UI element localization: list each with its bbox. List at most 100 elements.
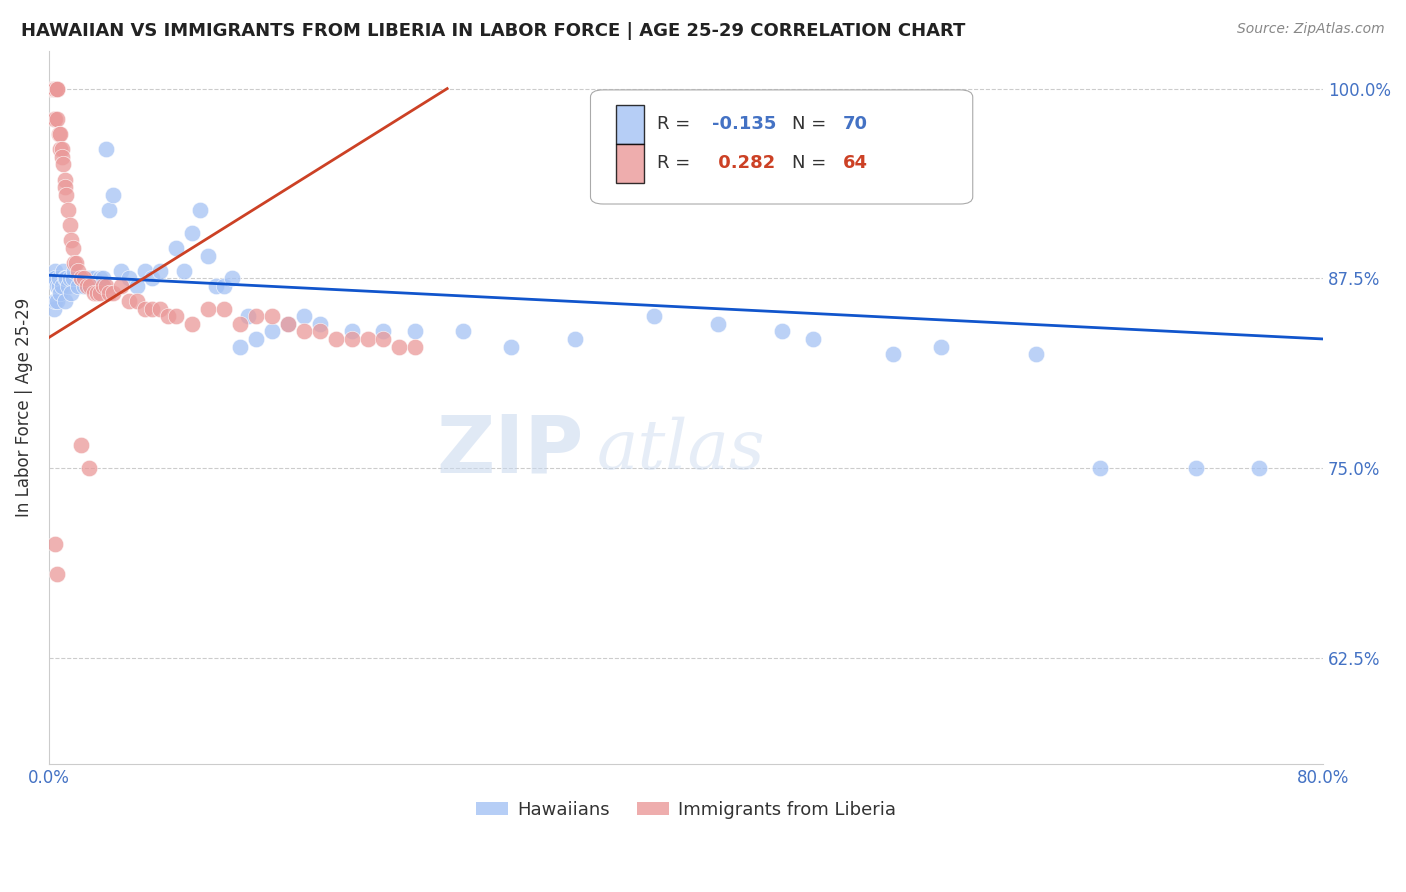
Point bbox=[52, 263, 75, 277]
Point bbox=[96, 142, 118, 156]
Text: atlas: atlas bbox=[598, 417, 765, 483]
Point bbox=[56, 202, 79, 217]
Point bbox=[1088, 461, 1111, 475]
Point bbox=[73, 278, 96, 293]
Point bbox=[59, 271, 82, 285]
Point bbox=[356, 332, 378, 346]
Point bbox=[48, 127, 70, 141]
Text: HAWAIIAN VS IMMIGRANTS FROM LIBERIA IN LABOR FORCE | AGE 25-29 CORRELATION CHART: HAWAIIAN VS IMMIGRANTS FROM LIBERIA IN L… bbox=[21, 22, 966, 40]
Point bbox=[141, 271, 163, 285]
Point bbox=[1025, 347, 1047, 361]
Point bbox=[229, 340, 252, 354]
Y-axis label: In Labor Force | Age 25-29: In Labor Force | Age 25-29 bbox=[15, 298, 32, 516]
Point bbox=[181, 317, 204, 331]
Point bbox=[1249, 461, 1271, 475]
Point bbox=[53, 180, 76, 194]
Point bbox=[212, 278, 235, 293]
Point bbox=[66, 278, 89, 293]
Point bbox=[221, 271, 243, 285]
Point bbox=[86, 278, 108, 293]
Point bbox=[42, 81, 65, 95]
Point bbox=[197, 248, 219, 262]
Point bbox=[404, 325, 426, 339]
FancyBboxPatch shape bbox=[616, 144, 644, 183]
Point bbox=[98, 202, 121, 217]
Point bbox=[96, 278, 118, 293]
Point bbox=[91, 271, 114, 285]
Point bbox=[76, 271, 98, 285]
Point bbox=[173, 263, 195, 277]
Point bbox=[292, 325, 315, 339]
Point bbox=[707, 317, 730, 331]
Point bbox=[91, 278, 114, 293]
Point bbox=[51, 278, 73, 293]
Point bbox=[45, 112, 67, 126]
Point bbox=[69, 438, 91, 452]
Point bbox=[89, 271, 111, 285]
Point bbox=[44, 112, 66, 126]
Point bbox=[83, 286, 105, 301]
Point bbox=[42, 301, 65, 316]
Point bbox=[643, 309, 665, 323]
Point bbox=[77, 461, 100, 475]
Point bbox=[79, 278, 101, 293]
Point bbox=[45, 293, 67, 308]
Point bbox=[41, 81, 63, 95]
Point bbox=[110, 278, 132, 293]
Point bbox=[134, 301, 156, 316]
Point bbox=[277, 317, 299, 331]
Point bbox=[149, 263, 172, 277]
Point bbox=[373, 325, 395, 339]
Point bbox=[44, 293, 66, 308]
Point bbox=[260, 309, 283, 323]
Point bbox=[55, 187, 77, 202]
Text: R =: R = bbox=[657, 154, 696, 172]
Point bbox=[340, 332, 363, 346]
Point bbox=[308, 325, 330, 339]
Point bbox=[49, 127, 72, 141]
Point bbox=[44, 263, 66, 277]
Point bbox=[42, 271, 65, 285]
Point bbox=[63, 256, 86, 270]
Point bbox=[42, 112, 65, 126]
FancyBboxPatch shape bbox=[591, 90, 973, 204]
Point bbox=[117, 271, 139, 285]
Point bbox=[125, 293, 148, 308]
Point bbox=[141, 301, 163, 316]
Point bbox=[165, 309, 187, 323]
Point bbox=[803, 332, 825, 346]
Point bbox=[76, 278, 98, 293]
Point bbox=[52, 157, 75, 171]
Text: ZIP: ZIP bbox=[437, 411, 583, 489]
Point bbox=[277, 317, 299, 331]
Point bbox=[260, 325, 283, 339]
Point bbox=[79, 271, 101, 285]
Point bbox=[308, 317, 330, 331]
Legend: Hawaiians, Immigrants from Liberia: Hawaiians, Immigrants from Liberia bbox=[468, 794, 904, 826]
Point bbox=[292, 309, 315, 323]
Point bbox=[42, 81, 65, 95]
Point bbox=[59, 218, 82, 232]
Point bbox=[134, 263, 156, 277]
Point bbox=[165, 241, 187, 255]
Point bbox=[404, 340, 426, 354]
Point bbox=[770, 325, 793, 339]
Point bbox=[53, 271, 76, 285]
Point bbox=[101, 187, 124, 202]
Point bbox=[56, 278, 79, 293]
Point bbox=[149, 301, 172, 316]
Point bbox=[60, 286, 83, 301]
Point bbox=[45, 81, 67, 95]
Point bbox=[117, 293, 139, 308]
Point bbox=[451, 325, 474, 339]
Point bbox=[340, 325, 363, 339]
Point bbox=[73, 271, 96, 285]
Point bbox=[62, 271, 84, 285]
Point bbox=[42, 271, 65, 285]
Point bbox=[45, 81, 67, 95]
Point bbox=[188, 202, 211, 217]
Point bbox=[44, 81, 66, 95]
Point bbox=[83, 271, 105, 285]
Point bbox=[69, 271, 91, 285]
Point bbox=[181, 226, 204, 240]
